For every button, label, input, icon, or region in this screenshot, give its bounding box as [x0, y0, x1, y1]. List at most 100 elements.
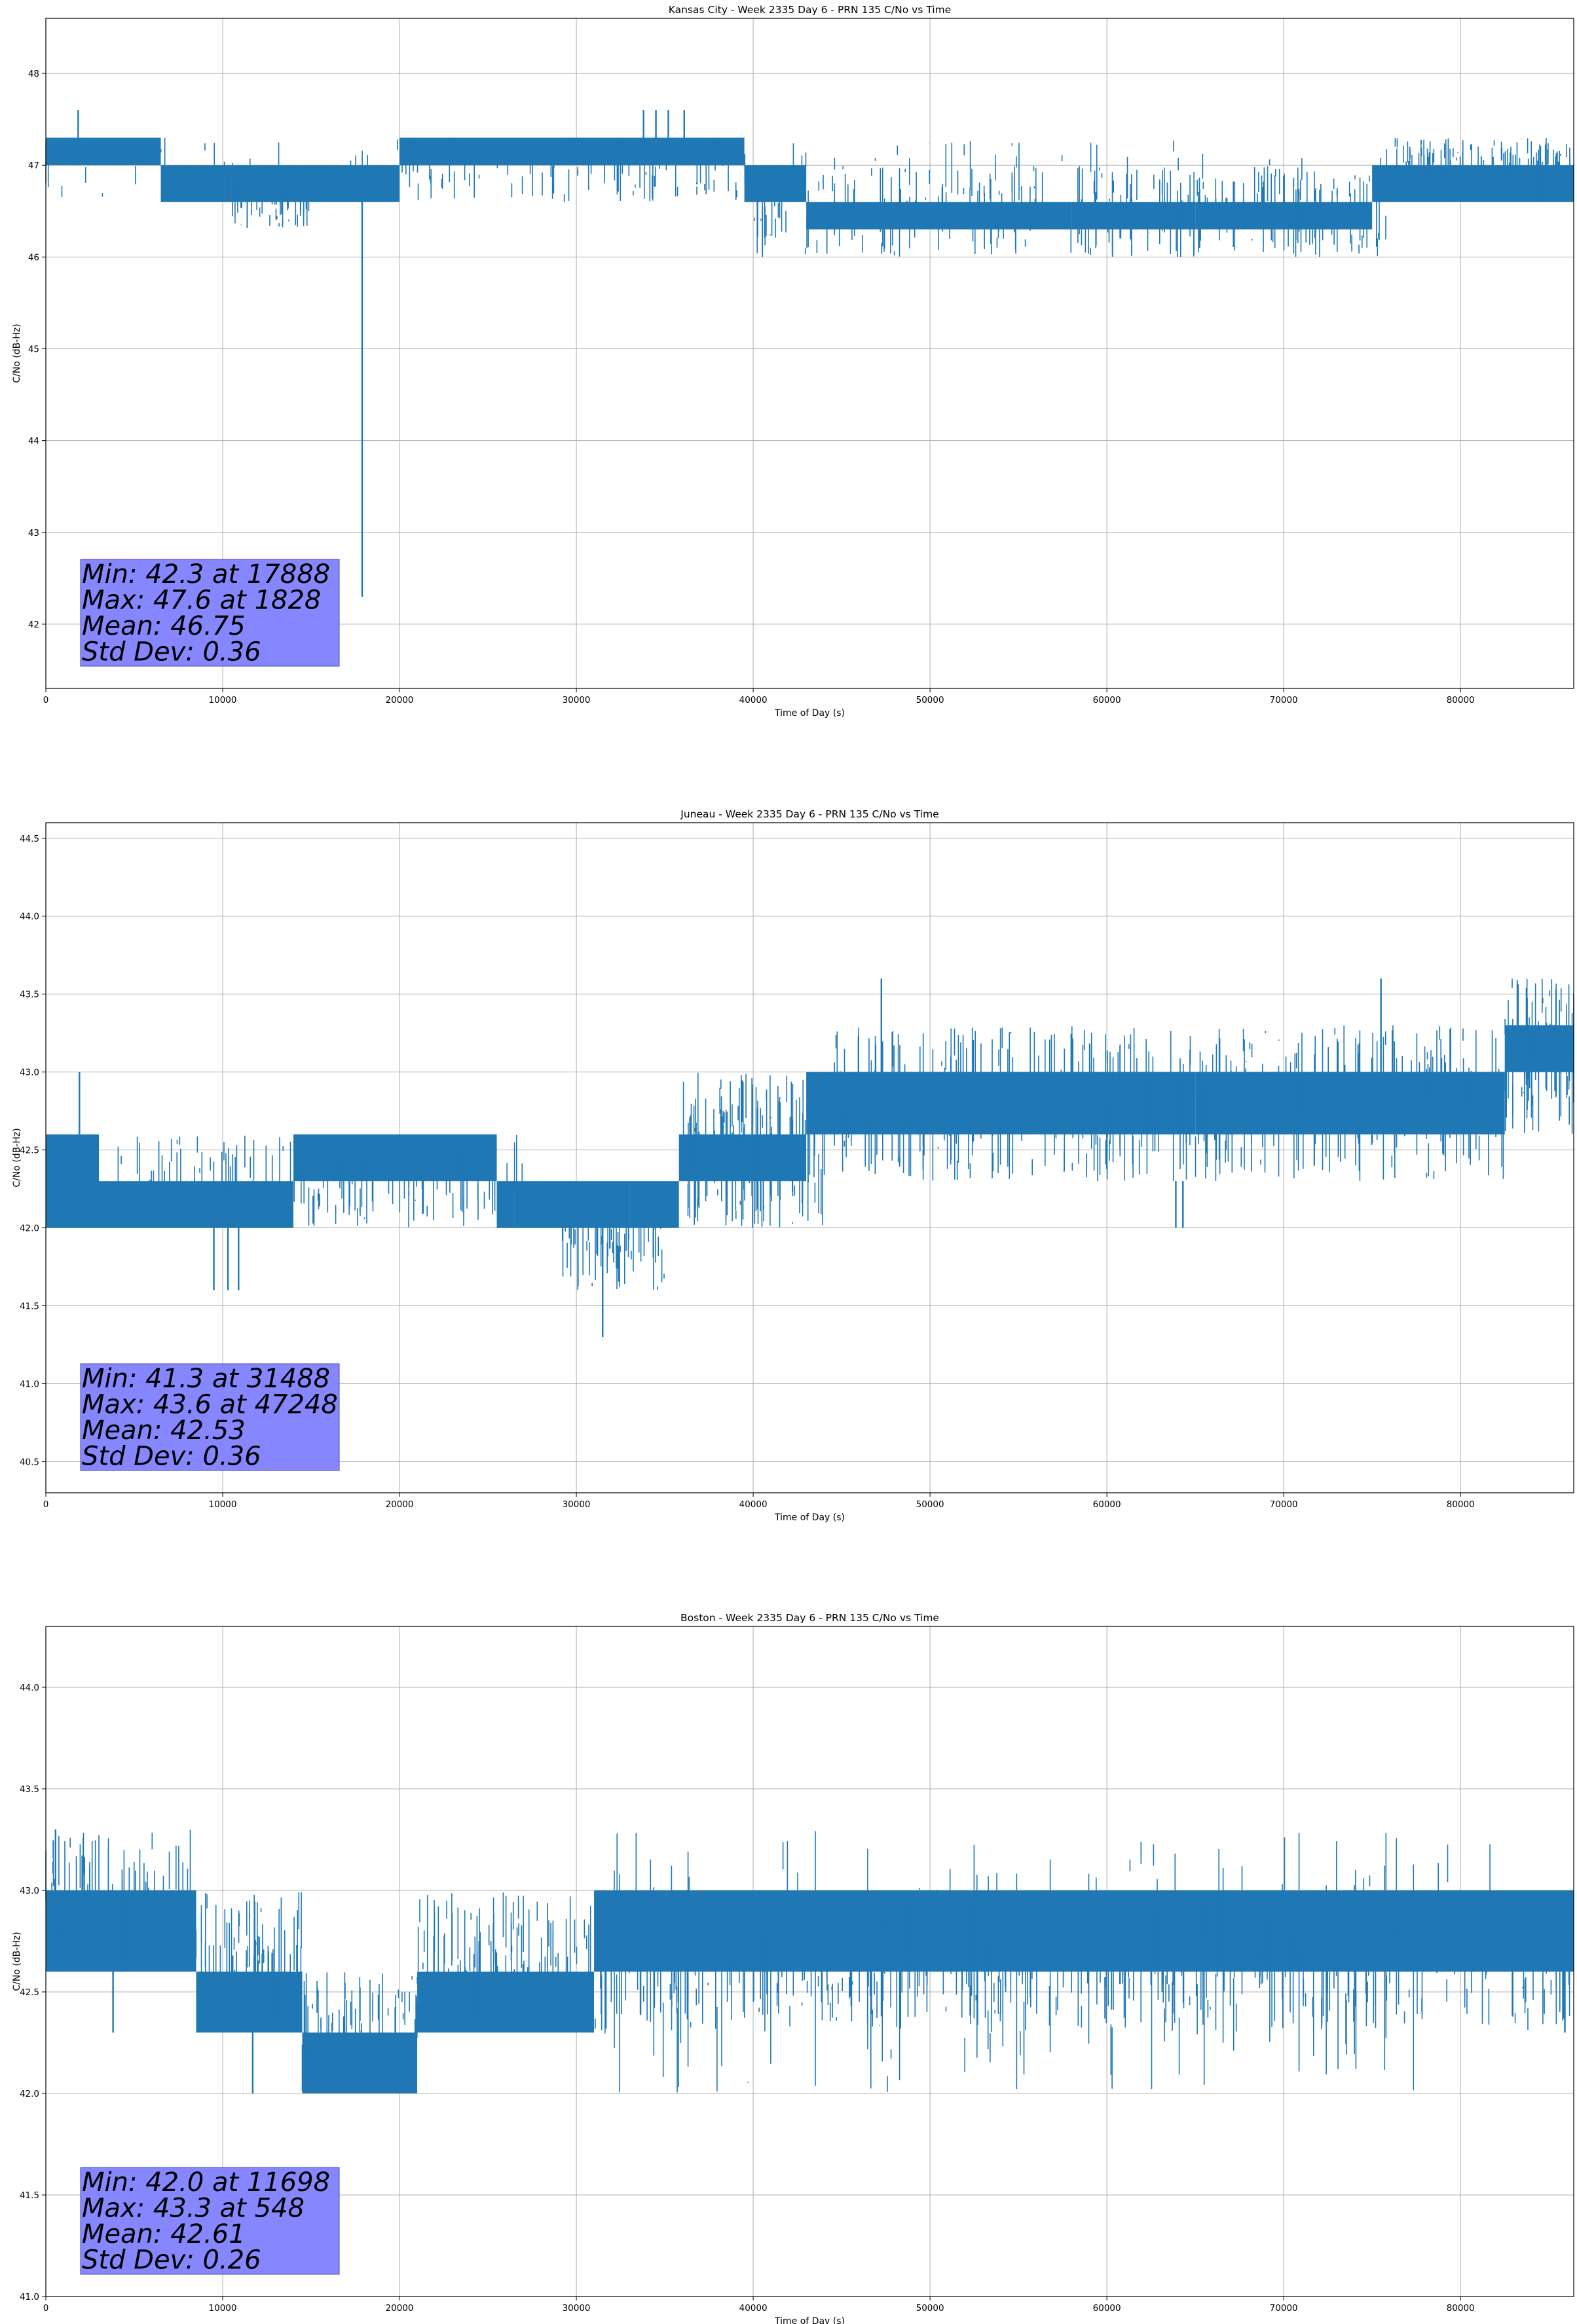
- stats-line: Min: 41.3 at 31488: [82, 1364, 330, 1394]
- axes-frame: [45, 822, 1574, 1493]
- data-band: [1071, 202, 1196, 230]
- x-tick-label: 50000: [916, 2303, 944, 2314]
- y-tick-label: 44.0: [20, 912, 39, 922]
- y-tick-label: 43.0: [20, 1886, 39, 1896]
- data-band: [196, 1972, 303, 2033]
- y-tick-label: 44.5: [20, 834, 39, 844]
- subplot-2: Juneau - Week 2335 Day 6 - PRN 135 C/No …: [12, 808, 1574, 1523]
- data-band: [629, 1181, 679, 1228]
- x-tick-label: 20000: [386, 2303, 414, 2314]
- y-tick-label: 43.0: [20, 1068, 39, 1078]
- stats-line: Std Dev: 0.36: [82, 1442, 261, 1472]
- x-tick-label: 30000: [563, 695, 591, 705]
- y-tick-label: 40.5: [20, 1457, 39, 1467]
- stats-box: [80, 2167, 340, 2275]
- data-band: [302, 2033, 418, 2093]
- stats-line: Mean: 42.61: [82, 2219, 246, 2249]
- x-tick-label: 30000: [563, 2303, 591, 2314]
- x-tick-label: 50000: [916, 695, 944, 705]
- stats-box: [80, 559, 340, 667]
- y-tick-label: 43: [28, 528, 39, 538]
- x-tick-label: 30000: [563, 1499, 591, 1510]
- x-tick-label: 0: [43, 2303, 49, 2314]
- data-band: [231, 165, 303, 202]
- stats-line: Max: 47.6 at 1828: [82, 586, 321, 616]
- x-tick-label: 60000: [1093, 1499, 1121, 1510]
- data-band: [46, 1890, 196, 1972]
- y-tick-label: 44: [28, 436, 39, 447]
- series-line: [46, 978, 1574, 1338]
- axes-frame: [45, 18, 1574, 689]
- y-tick-label: 44.0: [20, 1683, 39, 1693]
- data-band: [1372, 165, 1574, 202]
- data-noise: [45, 1829, 1574, 2093]
- x-tick-label: 80000: [1447, 2303, 1475, 2314]
- stats-box: [80, 1363, 340, 1471]
- x-tick-label: 60000: [1093, 2303, 1121, 2314]
- y-tick-label: 41.5: [20, 1302, 39, 1312]
- data-band: [496, 1181, 515, 1228]
- y-tick-label: 46: [28, 252, 39, 263]
- x-tick-label: 80000: [1447, 1499, 1475, 1510]
- stats-line: Std Dev: 0.26: [82, 2245, 261, 2276]
- y-tick-label: 43.5: [20, 1784, 39, 1795]
- y-tick-label: 41.0: [20, 2292, 39, 2302]
- axes-frame: [45, 1626, 1574, 2297]
- stats-line: Mean: 46.75: [82, 611, 246, 641]
- y-axis-label: C/No (dB-Hz): [12, 1932, 22, 1991]
- x-tick-label: 80000: [1447, 695, 1475, 705]
- x-axis-label: Time of Day (s): [774, 1512, 845, 1523]
- x-tick-label: 10000: [209, 1499, 237, 1510]
- x-tick-label: 70000: [1270, 695, 1298, 705]
- data-band: [46, 1134, 100, 1228]
- stats-line: Mean: 42.53: [82, 1415, 246, 1446]
- data-band: [46, 138, 161, 166]
- x-tick-label: 20000: [386, 695, 414, 705]
- x-tick-label: 40000: [739, 695, 768, 705]
- y-axis-label: C/No (dB-Hz): [12, 1128, 22, 1187]
- x-axis-label: Time of Day (s): [774, 708, 845, 719]
- x-tick-label: 70000: [1270, 2303, 1298, 2314]
- y-tick-label: 42: [28, 620, 39, 630]
- series-line: [45, 110, 1574, 597]
- y-tick-label: 42.0: [20, 1224, 39, 1234]
- data-band: [160, 165, 232, 202]
- y-tick-label: 45: [28, 344, 39, 354]
- y-tick-label: 41.0: [20, 1379, 39, 1389]
- y-tick-label: 42.5: [20, 1987, 39, 1998]
- chart-title: Kansas City - Week 2335 Day 6 - PRN 135 …: [669, 4, 952, 16]
- y-tick-label: 42.5: [20, 1146, 39, 1156]
- chart-title: Boston - Week 2335 Day 6 - PRN 135 C/No …: [680, 1612, 939, 1624]
- subplot-3: Boston - Week 2335 Day 6 - PRN 135 C/No …: [12, 1612, 1574, 2324]
- y-axis-label: C/No (dB-Hz): [12, 324, 22, 383]
- x-tick-label: 50000: [916, 1499, 944, 1510]
- y-tick-label: 43.5: [20, 990, 39, 1000]
- x-tick-label: 60000: [1093, 695, 1121, 705]
- data-noise: [50, 979, 1574, 1290]
- y-tick-label: 48: [28, 69, 39, 79]
- stats-line: Min: 42.3 at 17888: [82, 559, 330, 590]
- x-tick-label: 0: [43, 1499, 49, 1510]
- stats-line: Min: 42.0 at 11698: [82, 2167, 330, 2198]
- data-band: [293, 1134, 497, 1182]
- data-band: [1504, 1025, 1574, 1072]
- x-tick-label: 40000: [739, 1499, 768, 1510]
- x-tick-label: 10000: [209, 2303, 237, 2314]
- stats-line: Std Dev: 0.36: [82, 637, 261, 667]
- stats-line: Max: 43.6 at 47248: [82, 1390, 338, 1420]
- x-axis-label: Time of Day (s): [774, 2316, 845, 2324]
- x-tick-label: 40000: [739, 2303, 768, 2314]
- x-tick-label: 70000: [1270, 1499, 1298, 1510]
- x-tick-label: 10000: [209, 695, 237, 705]
- series-line: [45, 1829, 1574, 2093]
- x-tick-label: 20000: [386, 1499, 414, 1510]
- stats-line: Max: 43.3 at 548: [82, 2194, 305, 2224]
- y-tick-label: 41.5: [20, 2190, 39, 2201]
- y-tick-label: 47: [28, 160, 39, 171]
- y-tick-label: 42.0: [20, 2089, 39, 2099]
- subplot-1: Kansas City - Week 2335 Day 6 - PRN 135 …: [12, 4, 1574, 719]
- data-band: [1195, 1072, 1505, 1134]
- data-band: [514, 1181, 630, 1228]
- chart-title: Juneau - Week 2335 Day 6 - PRN 135 C/No …: [680, 808, 938, 820]
